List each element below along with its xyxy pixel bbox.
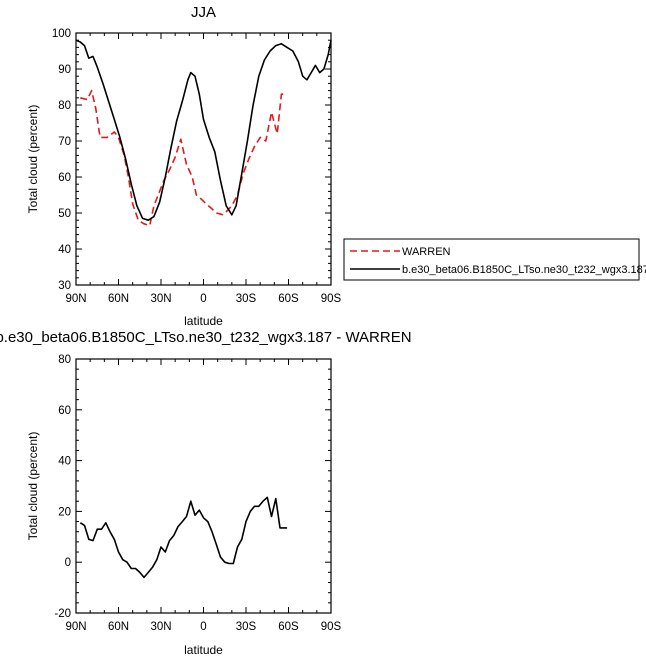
y-tick-label: 50: [58, 208, 71, 220]
y-tick-label: 40: [58, 244, 71, 256]
y-tick-label: 100: [52, 28, 71, 40]
y-tick-label: -20: [54, 608, 71, 620]
legend-label-warren: WARREN: [402, 246, 451, 258]
plot-frame: [75, 32, 332, 286]
y-tick-label: 60: [58, 172, 71, 184]
x-tick-label: 30S: [236, 621, 257, 633]
legend: WARREN b.e30_beta06.B1850C_LTso.ne30_t23…: [343, 238, 646, 281]
x-tick-label: 0: [200, 293, 206, 305]
y-tick-label: 20: [58, 506, 71, 518]
chart-title: b.e30_beta06.B1850C_LTso.ne30_t232_wgx3.…: [0, 329, 412, 346]
y-axis-label: Total cloud (percent): [26, 432, 40, 541]
x-tick-label: 30N: [150, 293, 171, 305]
plot-frame: [75, 358, 332, 614]
x-tick-label: 30S: [236, 293, 257, 305]
y-tick-label: 80: [58, 100, 71, 112]
x-tick-label: 90N: [65, 621, 86, 633]
series-line-1: [79, 496, 288, 579]
x-tick-label: 60S: [278, 621, 299, 633]
y-tick-label: 90: [58, 64, 71, 76]
legend-box: [343, 238, 640, 281]
y-tick-label: 80: [58, 354, 71, 366]
bottom-panel-difference: b.e30_beta06.B1850C_LTso.ne30_t232_wgx3.…: [0, 329, 412, 657]
y-tick-label: 30: [58, 280, 71, 292]
x-axis-label: latitude: [184, 643, 223, 657]
y-axis-label: Total cloud (percent): [26, 105, 40, 214]
x-tick-label: 60N: [108, 621, 129, 633]
series-line-2: [75, 39, 332, 221]
top-panel-jja: JJA 90N 60N 30N 0 30S 60S 90S 30 40 50 60 70 80 90 100 l…: [26, 4, 342, 328]
y-tick-label: 60: [58, 405, 71, 417]
y-tick-label: 40: [58, 456, 71, 468]
chart-title: JJA: [191, 4, 216, 21]
y-tick-label: 70: [58, 136, 71, 148]
x-tick-label: 90N: [65, 293, 86, 305]
x-tick-label: 60S: [278, 293, 299, 305]
legend-label-model: b.e30_beta06.B1850C_LTso.ne30_t232_wgx3.…: [402, 264, 646, 276]
x-axis-label: latitude: [184, 314, 223, 328]
x-tick-label: 90S: [321, 621, 342, 633]
series-line-1: [80, 89, 286, 227]
y-tick-label: 0: [65, 557, 71, 569]
x-tick-label: 60N: [108, 293, 129, 305]
x-tick-label: 90S: [321, 293, 342, 305]
x-tick-label: 0: [200, 621, 206, 633]
x-tick-label: 30N: [150, 621, 171, 633]
